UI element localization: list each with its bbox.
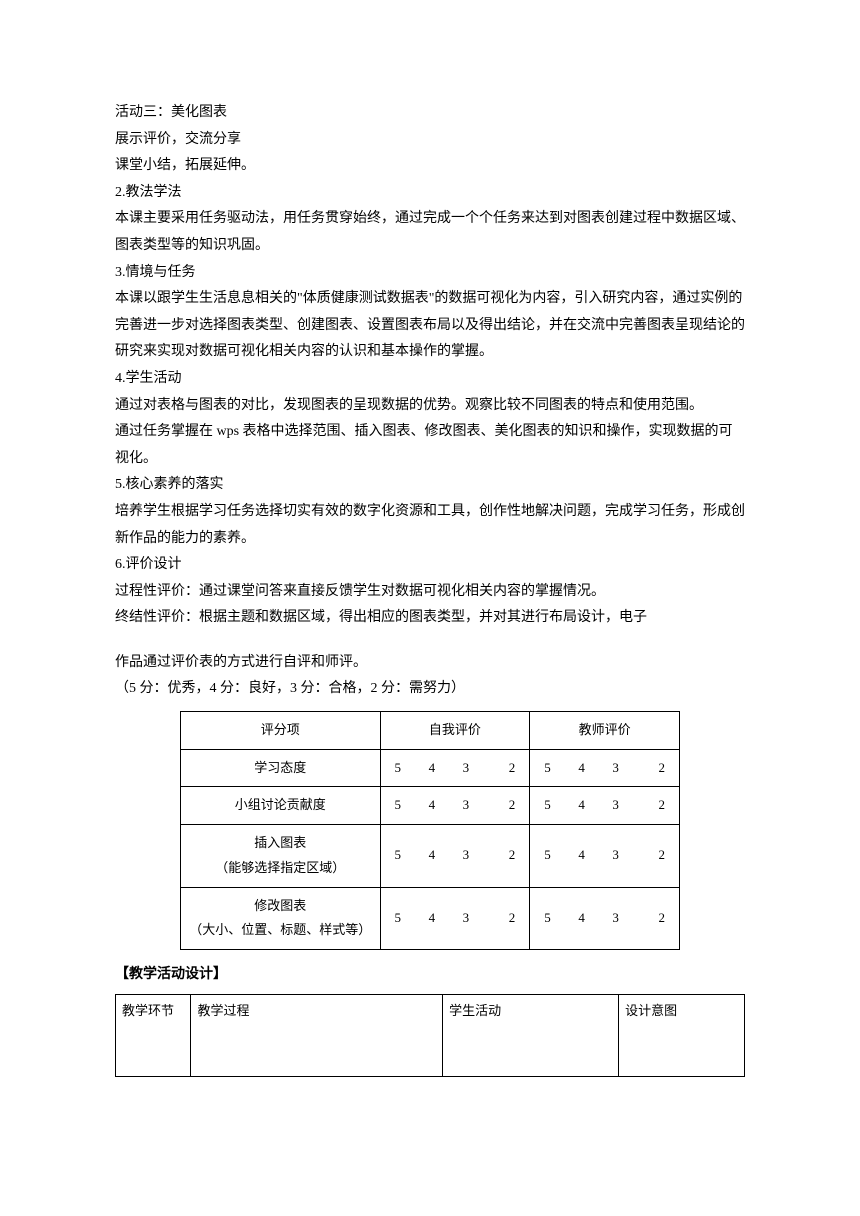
paragraph: 作品通过评价表的方式进行自评和师评。 (115, 650, 745, 677)
score-option: 2 (658, 843, 665, 868)
score-option: 3 (612, 906, 619, 931)
score-option: 2 (658, 906, 665, 931)
criterion-line: 修改图表 (185, 894, 376, 919)
self-score-cell: 5 4 3 2 (380, 749, 530, 787)
score-option: 3 (463, 906, 470, 931)
activity-design-table: 教学环节 教学过程 学生活动 设计意图 (115, 994, 745, 1077)
score-option: 5 (544, 843, 551, 868)
paragraph: 培养学生根据学习任务选择切实有效的数字化资源和工具，创作性地解决问题，完成学习任… (115, 499, 745, 552)
activity-header-cell: 教学过程 (191, 995, 443, 1077)
score-option: 2 (658, 793, 665, 818)
score-option: 5 (395, 756, 402, 781)
teacher-score-cell: 5 4 3 2 (530, 887, 680, 949)
table-header-row: 评分项 自我评价 教师评价 (181, 712, 680, 750)
criterion-cell: 修改图表 （大小、位置、标题、样式等） (181, 887, 381, 949)
paragraph: 本课主要采用任务驱动法，用任务贯穿始终，通过完成一个个任务来达到对图表创建过程中… (115, 206, 745, 259)
self-score-cell: 5 4 3 2 (380, 887, 530, 949)
document-body: 活动三：美化图表 展示评价，交流分享 课堂小结，拓展延伸。 2.教法学法 本课主… (115, 100, 745, 1077)
score-option: 3 (463, 793, 470, 818)
header-self-eval: 自我评价 (380, 712, 530, 750)
score-option: 2 (509, 756, 516, 781)
activity-header-cell: 教学环节 (116, 995, 191, 1077)
score-option: 3 (463, 843, 470, 868)
table-row: 教学环节 教学过程 学生活动 设计意图 (116, 995, 745, 1077)
paragraph: 过程性评价：通过课堂问答来直接反馈学生对数据可视化相关内容的掌握情况。 (115, 579, 745, 606)
score-option: 4 (578, 906, 585, 931)
score-option: 4 (578, 756, 585, 781)
score-option: 4 (578, 843, 585, 868)
score-option: 5 (544, 906, 551, 931)
criterion-line: 插入图表 (185, 831, 376, 856)
activity-header-cell: 学生活动 (443, 995, 619, 1077)
criterion-line: （大小、位置、标题、样式等） (185, 918, 376, 943)
score-option: 5 (395, 843, 402, 868)
score-option: 2 (509, 843, 516, 868)
paragraph: 终结性评价：根据主题和数据区域，得出相应的图表类型，并对其进行布局设计，电子 (115, 605, 745, 632)
paragraph: 4.学生活动 (115, 366, 745, 393)
score-option: 5 (544, 793, 551, 818)
criterion-cell: 小组讨论贡献度 (181, 787, 381, 825)
activity-header-cell: 设计意图 (619, 995, 745, 1077)
table-row: 学习态度 5 4 3 2 5 4 3 2 (181, 749, 680, 787)
paragraph: （5 分：优秀，4 分：良好，3 分：合格，2 分：需努力） (115, 676, 745, 703)
score-option: 4 (429, 843, 436, 868)
paragraph: 课堂小结，拓展延伸。 (115, 153, 745, 180)
paragraph: 3.情境与任务 (115, 260, 745, 287)
teacher-score-cell: 5 4 3 2 (530, 787, 680, 825)
rubric-table: 评分项 自我评价 教师评价 学习态度 5 4 3 2 5 4 3 2 (180, 711, 680, 950)
score-option: 5 (395, 793, 402, 818)
score-option: 2 (509, 793, 516, 818)
score-option: 2 (509, 906, 516, 931)
paragraph: 通过任务掌握在 wps 表格中选择范围、插入图表、修改图表、美化图表的知识和操作… (115, 419, 745, 472)
score-option: 3 (612, 756, 619, 781)
header-teacher-eval: 教师评价 (530, 712, 680, 750)
paragraph: 展示评价，交流分享 (115, 127, 745, 154)
paragraph: 5.核心素养的落实 (115, 472, 745, 499)
score-option: 4 (429, 793, 436, 818)
score-option: 4 (429, 906, 436, 931)
criterion-cell: 插入图表 （能够选择指定区域） (181, 825, 381, 887)
teacher-score-cell: 5 4 3 2 (530, 825, 680, 887)
score-option: 2 (658, 756, 665, 781)
header-criterion: 评分项 (181, 712, 381, 750)
criterion-line: （能够选择指定区域） (185, 856, 376, 881)
self-score-cell: 5 4 3 2 (380, 825, 530, 887)
paragraph: 通过对表格与图表的对比，发现图表的呈现数据的优势。观察比较不同图表的特点和使用范… (115, 393, 745, 420)
table-row: 小组讨论贡献度 5 4 3 2 5 4 3 2 (181, 787, 680, 825)
table-row: 插入图表 （能够选择指定区域） 5 4 3 2 5 4 3 2 (181, 825, 680, 887)
score-option: 4 (578, 793, 585, 818)
teacher-score-cell: 5 4 3 2 (530, 749, 680, 787)
paragraph: 本课以跟学生生活息息相关的"体质健康测试数据表"的数据可视化为内容，引入研究内容… (115, 286, 745, 366)
score-option: 3 (612, 793, 619, 818)
paragraph: 活动三：美化图表 (115, 100, 745, 127)
score-option: 4 (429, 756, 436, 781)
criterion-cell: 学习态度 (181, 749, 381, 787)
score-option: 5 (544, 756, 551, 781)
score-option: 5 (395, 906, 402, 931)
score-option: 3 (463, 756, 470, 781)
paragraph: 6.评价设计 (115, 552, 745, 579)
self-score-cell: 5 4 3 2 (380, 787, 530, 825)
section-heading: 【教学活动设计】 (115, 962, 745, 989)
table-row: 修改图表 （大小、位置、标题、样式等） 5 4 3 2 5 4 3 2 (181, 887, 680, 949)
paragraph: 2.教法学法 (115, 180, 745, 207)
score-option: 3 (612, 843, 619, 868)
